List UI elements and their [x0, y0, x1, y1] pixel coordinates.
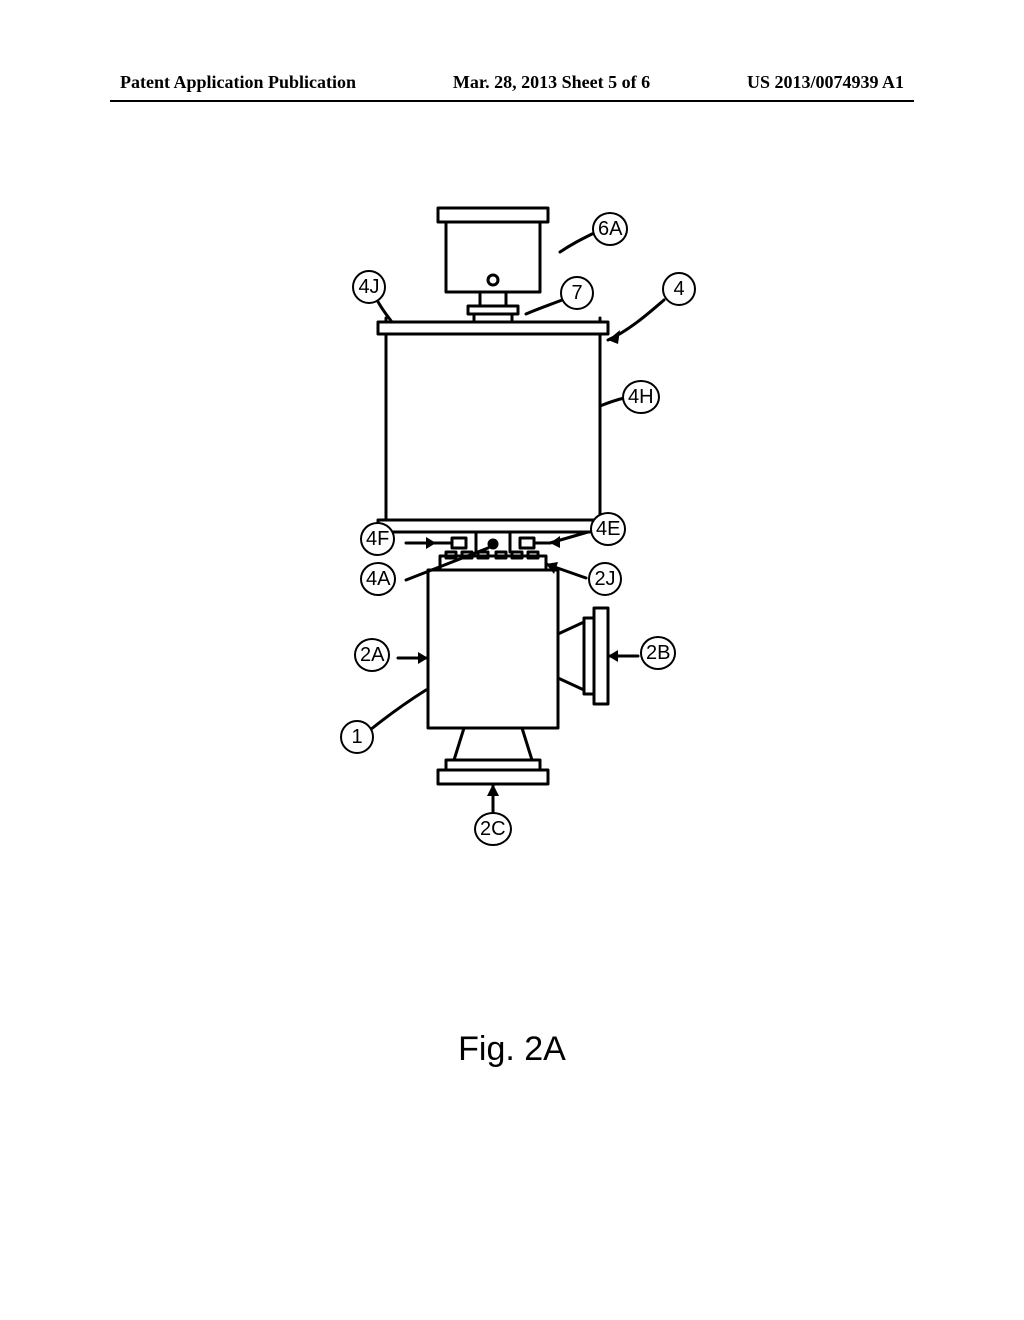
page-header: Patent Application Publication Mar. 28, … [0, 72, 1024, 93]
header-center: Mar. 28, 2013 Sheet 5 of 6 [453, 72, 650, 93]
label-1: 1 [340, 720, 374, 754]
header-left: Patent Application Publication [120, 72, 356, 93]
label-6A: 6A [592, 212, 628, 246]
label-4H: 4H [622, 380, 660, 414]
label-2B: 2B [640, 636, 676, 670]
page: Patent Application Publication Mar. 28, … [0, 0, 1024, 1320]
label-2J: 2J [588, 562, 622, 596]
figure-svg [260, 200, 760, 960]
label-4: 4 [662, 272, 696, 306]
patent-figure: 6A 4 4J 7 4H 4E 4F 4A 2J 2A 2B 1 2C [260, 200, 760, 960]
label-2C: 2C [474, 812, 512, 846]
figure-caption: Fig. 2A [0, 1030, 1024, 1069]
header-right: US 2013/0074939 A1 [747, 72, 904, 93]
header-rule [110, 100, 914, 102]
label-4E: 4E [590, 512, 626, 546]
label-2A: 2A [354, 638, 390, 672]
label-4J: 4J [352, 270, 386, 304]
label-4A: 4A [360, 562, 396, 596]
label-7: 7 [560, 276, 594, 310]
label-4F: 4F [360, 522, 395, 556]
